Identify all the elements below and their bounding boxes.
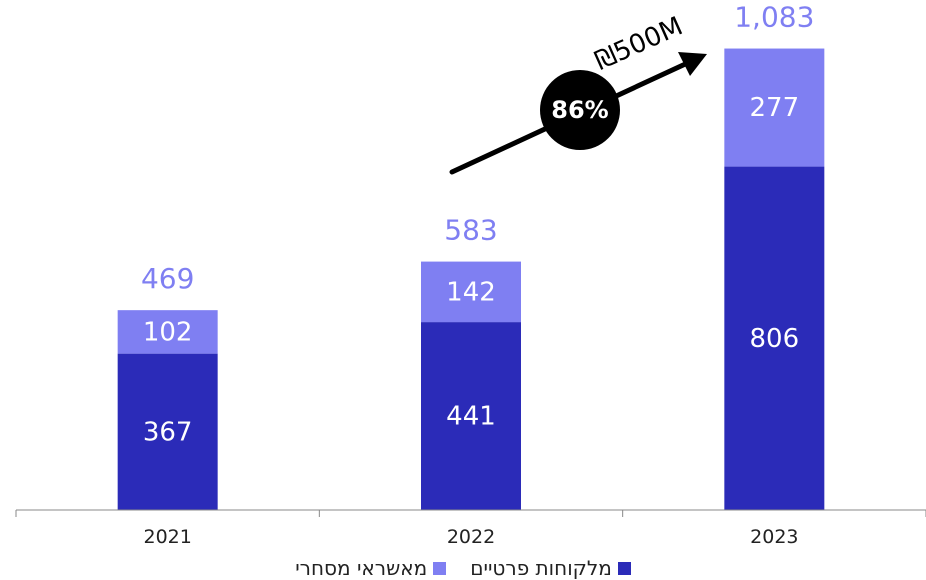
data-label-2021-s0: 367: [143, 417, 193, 447]
legend-item-private: מלקוחות פרטיים: [470, 556, 631, 580]
data-label-2023-s0: 806: [750, 324, 800, 354]
bar-segment-2022-s0: [421, 322, 521, 510]
growth-badge: [540, 70, 620, 150]
legend: מלקוחות פרטיים מאשראי מסחרי: [0, 556, 926, 580]
growth-annotation: 86% ₪500M: [449, 11, 707, 175]
total-label-2021: 469: [141, 262, 194, 295]
x-tick-label-2021: 2021: [143, 526, 191, 548]
bars-layer: 367 102 469 441 142 583 806 277 1,083: [117, 1, 825, 510]
data-label-2022-s1: 142: [446, 277, 496, 307]
bar-segment-2022-s1: [421, 261, 521, 323]
arrow-label: ₪500M: [591, 11, 688, 76]
data-label-2022-s0: 441: [446, 402, 496, 432]
legend-item-commercial: מאשראי מסחרי: [295, 556, 447, 580]
legend-label-commercial: מאשראי מסחרי: [295, 556, 428, 580]
total-label-2022: 583: [444, 214, 497, 247]
growth-badge-text: 86%: [551, 96, 608, 124]
x-tick-label-2022: 2022: [447, 526, 495, 548]
bar-segment-2023-s0: [724, 166, 825, 510]
legend-label-private: מלקוחות פרטיים: [470, 556, 612, 580]
data-label-2023-s1: 277: [750, 93, 800, 123]
bar-segment-2023-s1: [724, 48, 825, 167]
legend-swatch-private: [617, 561, 631, 575]
data-label-2021-s1: 102: [143, 317, 193, 347]
x-tick-label-2023: 2023: [750, 526, 798, 548]
total-label-2023: 1,083: [734, 1, 814, 34]
x-axis: 2021 2022 2023: [15, 509, 926, 548]
growth-arrow-head: [678, 52, 707, 76]
legend-swatch-commercial: [433, 561, 447, 575]
bar-segment-2021-s1: [117, 310, 218, 354]
bar-segment-2021-s0: [117, 353, 218, 510]
